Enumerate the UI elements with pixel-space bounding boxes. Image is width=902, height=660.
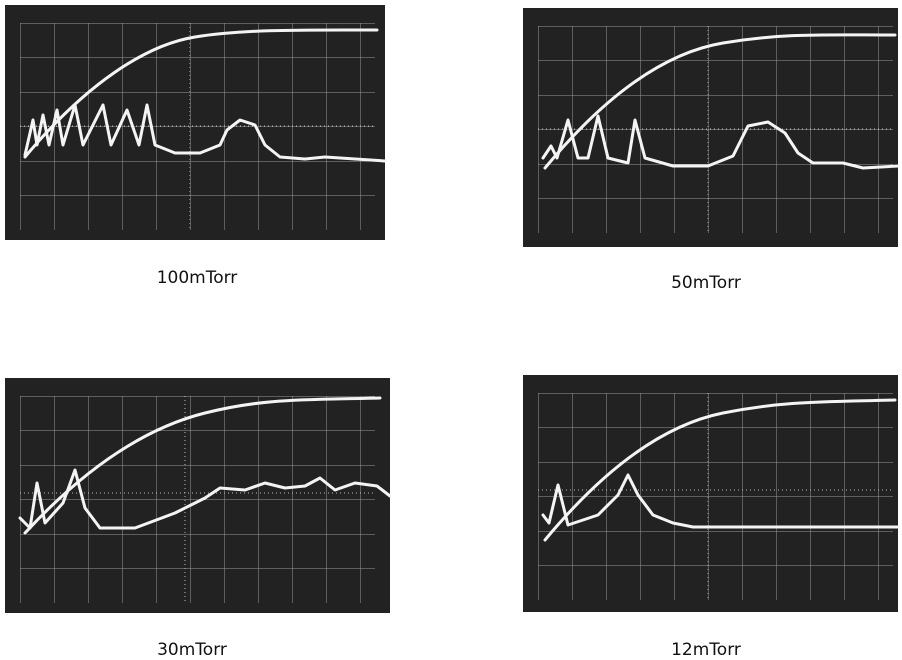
trace [543,398,897,542]
trace [541,473,900,529]
panel-label: 30mTorr [157,640,227,660]
oscilloscope-panel [523,375,900,612]
panel-label: 12mTorr [671,640,741,660]
oscilloscope-panel [523,8,900,247]
trace [23,28,379,159]
panel-label: 50mTorr [671,273,741,293]
trace [18,468,392,530]
trace [541,114,900,170]
oscilloscope-panel [5,5,387,240]
graticule [20,23,375,230]
panel-label: 100mTorr [157,268,238,288]
graticule [20,396,375,603]
trace [23,103,387,163]
graticule [538,393,893,600]
oscilloscope-panel [5,378,392,613]
trace [543,33,897,170]
graticule [538,26,893,233]
